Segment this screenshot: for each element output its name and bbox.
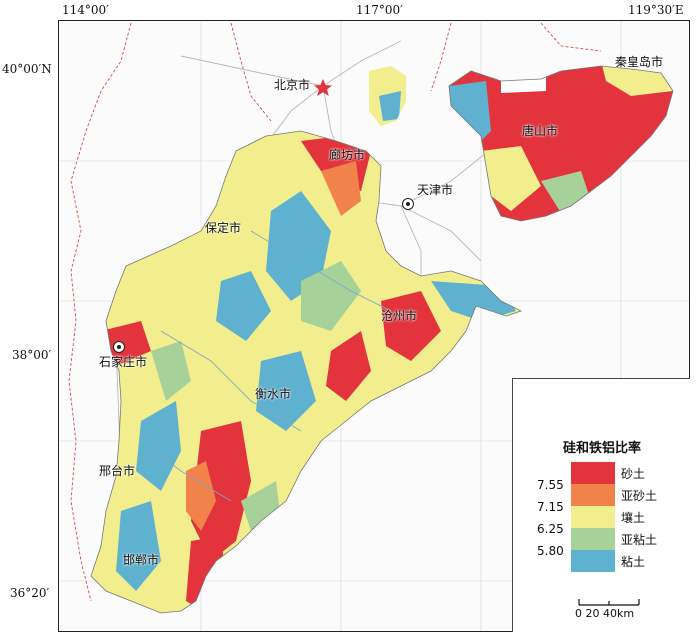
city-label-beijing: 北京市 [274, 78, 311, 92]
map-canvas [59, 21, 689, 631]
city-label-xingtai: 邢台市 [99, 464, 136, 478]
legend-panel: 硅和铁铝比率 砂土 亚砂土 壤土 亚粘土 粘土 7.55 7.15 6.25 5… [512, 378, 690, 632]
city-label-shijiazhuang: 石家庄市 [99, 355, 148, 369]
scale-bar [578, 599, 640, 606]
city-label-baoding: 保定市 [205, 221, 242, 235]
legend-label-loam: 壤土 [621, 511, 646, 525]
legend-threshold-4: 5.80 [537, 544, 564, 558]
legend-swatch-loam [571, 506, 615, 528]
legend-label-clay: 粘土 [621, 555, 646, 569]
legend-threshold-3: 6.25 [537, 522, 564, 536]
city-label-tianjin: 天津市 [417, 183, 454, 197]
city-label-handan: 邯郸市 [123, 553, 160, 567]
legend-threshold-2: 7.15 [537, 500, 564, 514]
city-label-tangshan: 唐山市 [522, 124, 559, 138]
coord-label-119-30: 119°30′E [628, 3, 684, 17]
legend-swatch-sandy-loam [571, 484, 615, 506]
north-fragment [369, 66, 406, 126]
legend-label-sand: 砂土 [621, 467, 646, 481]
city-label-cangzhou: 沧州市 [381, 309, 418, 323]
legend-label-sandy-loam: 亚砂土 [621, 489, 658, 503]
map-frame: 北京市 天津市 石家庄市 秦皇岛市 唐山市 廊坊市 保定市 沧州市 衡水市 邢台… [58, 20, 690, 632]
legend-swatch-sand [571, 462, 615, 484]
scale-bar-label: 0 20 40km [575, 607, 635, 620]
hebei-main-region [91, 131, 521, 613]
coord-label-114: 114°00′ [62, 3, 109, 17]
coord-label-38n: 38°00′ [12, 348, 52, 362]
tangshan-region [449, 66, 673, 221]
legend-threshold-1: 7.55 [537, 478, 564, 492]
legend-title: 硅和铁铝比率 [562, 441, 641, 456]
city-label-langfang: 廊坊市 [329, 148, 366, 162]
city-label-qinhuangdao: 秦皇岛市 [615, 55, 664, 69]
shijiazhuang-capital-icon [113, 341, 125, 353]
coord-label-36-20n: 36°20′ [10, 586, 50, 600]
legend-swatch-clay [571, 550, 615, 572]
region-outlines [90, 65, 674, 614]
province-boundaries [68, 22, 602, 602]
rivers [140, 230, 392, 502]
city-label-hengshui: 衡水市 [255, 387, 292, 401]
coord-label-117: 117°00′ [356, 3, 403, 17]
legend-label-clay-loam: 亚粘土 [621, 533, 658, 547]
beijing-star-icon [314, 79, 332, 96]
tianjin-capital-icon [402, 198, 414, 210]
coord-label-40n: 40°00′N [2, 62, 52, 76]
legend-swatch-clay-loam [571, 528, 615, 550]
